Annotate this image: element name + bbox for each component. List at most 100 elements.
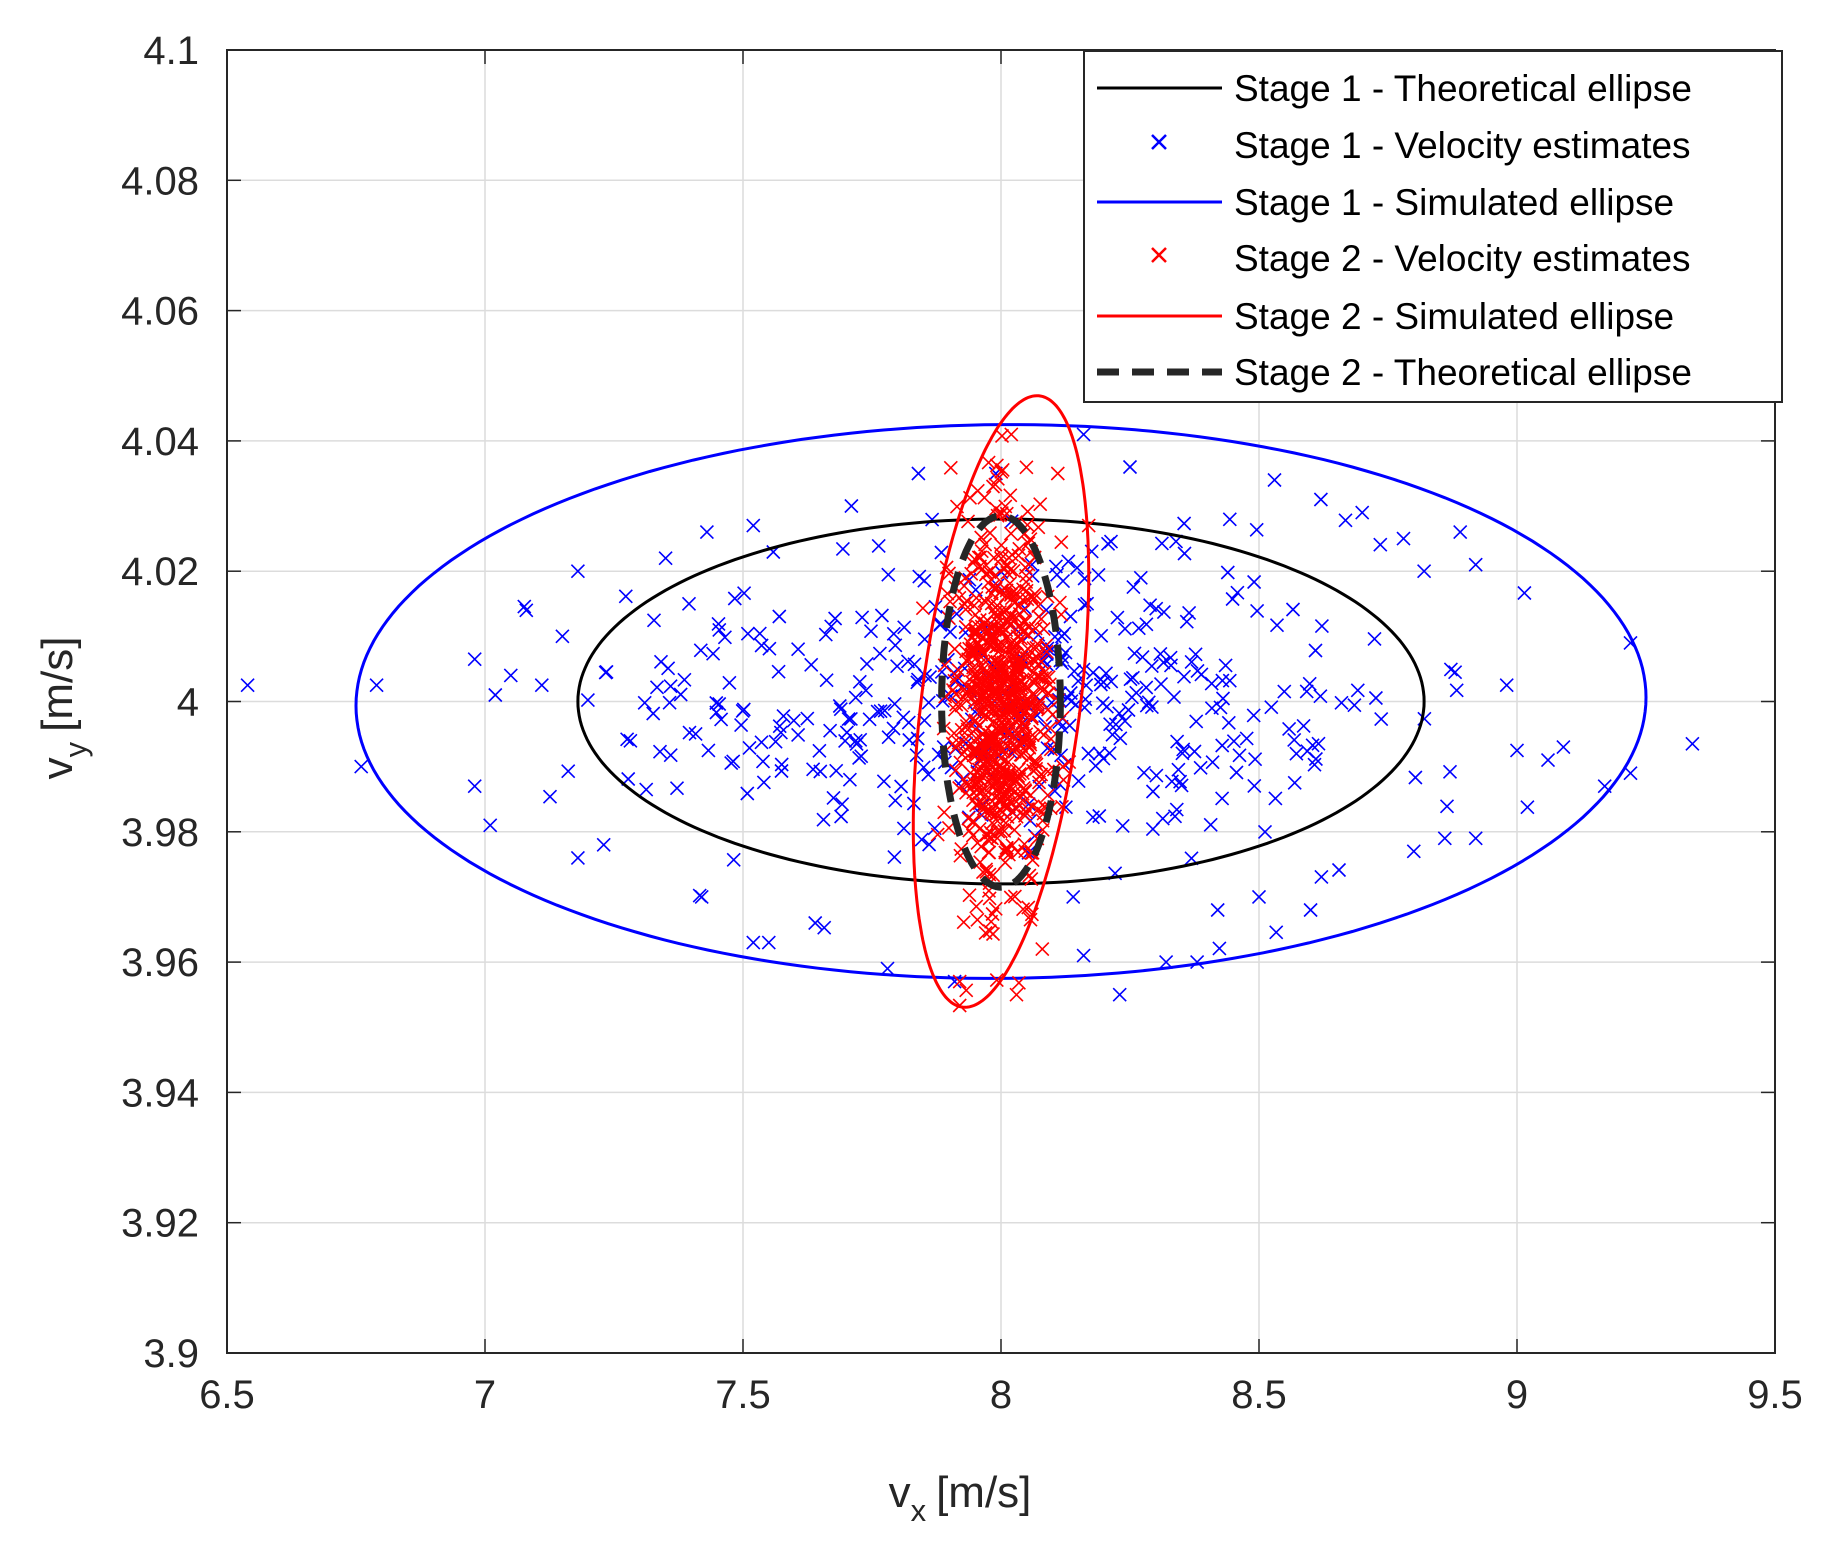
stage1-velocity-point — [688, 726, 703, 741]
stage2-velocity-point — [1006, 674, 1021, 689]
stage2-velocity-point — [1009, 659, 1024, 674]
stage1-velocity-point — [752, 626, 767, 641]
stage2-velocity-point — [998, 798, 1013, 813]
stage1-velocity-point — [844, 498, 859, 514]
stage1-velocity-point — [876, 774, 891, 789]
stage1-velocity-point — [768, 734, 783, 749]
stage1-velocity-point — [519, 603, 534, 618]
stage1-velocity-point — [1287, 732, 1302, 747]
stage2-velocity-point — [1001, 707, 1016, 722]
stage1-velocity-point — [694, 889, 709, 904]
stage1-velocity-point — [706, 646, 721, 661]
stage2-velocity-point — [1039, 638, 1054, 653]
stage1-velocity-point — [1453, 525, 1468, 540]
stage1-velocity-point — [724, 756, 739, 771]
stage1-velocity-point — [812, 743, 827, 758]
stage1-velocity-point — [886, 721, 901, 736]
stage1-velocity-point — [663, 748, 678, 763]
stage2-velocity-point — [1001, 799, 1016, 814]
stage2-velocity-point — [954, 722, 969, 737]
stage1-velocity-point — [1308, 643, 1323, 658]
stage1-velocity-point — [1177, 516, 1192, 531]
stage2-velocity-point — [1002, 618, 1017, 633]
stage1-velocity-point — [1443, 662, 1458, 677]
stage1-velocity-point — [1204, 701, 1219, 716]
x-tick-label: 7 — [474, 1373, 496, 1417]
x-axis-title-unit: [m/s] — [936, 1468, 1031, 1517]
stage2-velocity-point — [1027, 586, 1042, 602]
stage1-velocity-point — [1189, 714, 1204, 729]
stage2-velocity-point — [988, 580, 1003, 595]
stage1-velocity-point — [637, 695, 652, 710]
y-tick-label: 4 — [177, 681, 199, 725]
stage1-velocity-point — [1251, 889, 1267, 904]
legend-swatch-stage2-points — [1151, 247, 1167, 263]
stage2-velocity-point — [970, 912, 985, 927]
stage1-velocity-point — [776, 709, 791, 724]
stage1-velocity-point — [1103, 717, 1118, 732]
stage1-velocity-point — [712, 622, 727, 637]
stage1-velocity-point — [818, 627, 833, 642]
y-axis-title-unit: [m/s] — [33, 637, 82, 732]
stage1-velocity-point — [894, 779, 909, 794]
axes-box — [226, 49, 1776, 1354]
stage1-velocity-point — [887, 850, 902, 865]
stage2-velocity-point — [1001, 755, 1016, 770]
stage2-velocity-point — [999, 842, 1014, 858]
stage1-velocity-point — [912, 569, 927, 584]
legend-label-stage2-simulated: Stage 2 - Simulated ellipse — [1234, 296, 1674, 337]
stage1-velocity-point — [1368, 690, 1383, 706]
stage1-velocity-point — [1122, 459, 1138, 475]
stage1-velocity-point — [873, 704, 888, 719]
stage1-velocity-point — [1175, 746, 1190, 761]
stage1-velocity-point — [1170, 734, 1185, 749]
stage1-velocity-point — [761, 935, 776, 950]
stage1-velocity-point — [1623, 766, 1638, 781]
stage1-velocity-point — [727, 591, 742, 606]
stage1-velocity-point — [880, 961, 895, 976]
stage1-velocity-point — [849, 736, 864, 751]
stage1-velocity-point — [1264, 700, 1279, 715]
stage1-velocity-point — [911, 466, 926, 481]
stage1-velocity-point — [1055, 574, 1071, 589]
stage2-velocity-point — [956, 915, 971, 930]
stage1-velocity-point — [1139, 698, 1154, 713]
stage1-velocity-point — [561, 764, 576, 779]
stage2-velocity-point — [988, 639, 1003, 654]
stage2-velocity-point — [947, 641, 962, 657]
stage1-velocity-point — [1334, 695, 1349, 710]
stage1-velocity-point — [1218, 658, 1233, 673]
stage2-velocity-point — [986, 685, 1001, 700]
stage1-velocity-point — [1095, 696, 1110, 711]
stage1-velocity-point — [1215, 738, 1230, 753]
stage1-velocity-point — [1144, 659, 1159, 674]
stage2-velocity-point — [1011, 975, 1026, 990]
stage2-velocity-point — [966, 814, 981, 829]
stage2-velocity-point — [971, 669, 986, 684]
stage1-velocity-point — [1417, 564, 1432, 579]
stage2-velocity-point — [937, 805, 952, 820]
stage1-velocity-point — [639, 782, 654, 797]
stage1-velocity-point — [1184, 654, 1199, 669]
stage2-velocity-point — [1014, 696, 1029, 711]
stage1-velocity-point — [1250, 603, 1265, 618]
y-tick-label: 3.92 — [121, 1202, 199, 1246]
stage1-velocity-point — [848, 690, 863, 705]
stage1-velocity-point — [886, 626, 901, 641]
stage2-velocity-point — [952, 974, 967, 989]
legend-label-stage1-points: Stage 1 - Velocity estimates — [1234, 125, 1691, 166]
stage1-velocity-point — [890, 659, 905, 674]
stage1-velocity-point — [1247, 574, 1262, 590]
stage2-velocity-point — [967, 682, 982, 697]
stage2-velocity-point — [968, 626, 983, 641]
stage1-velocity-point — [870, 704, 885, 719]
stage1-velocity-point — [762, 641, 777, 656]
stage1-velocity-point — [881, 567, 896, 582]
stage1-velocity-point — [1070, 560, 1085, 575]
stage2-velocity-point — [1025, 728, 1040, 743]
stage1-velocity-point — [1141, 695, 1156, 710]
stage1-velocity-point — [652, 744, 668, 759]
stage1-velocity-point — [922, 837, 937, 852]
stage2-velocity-point — [1008, 646, 1023, 662]
stage2-velocity-point — [1028, 755, 1043, 770]
